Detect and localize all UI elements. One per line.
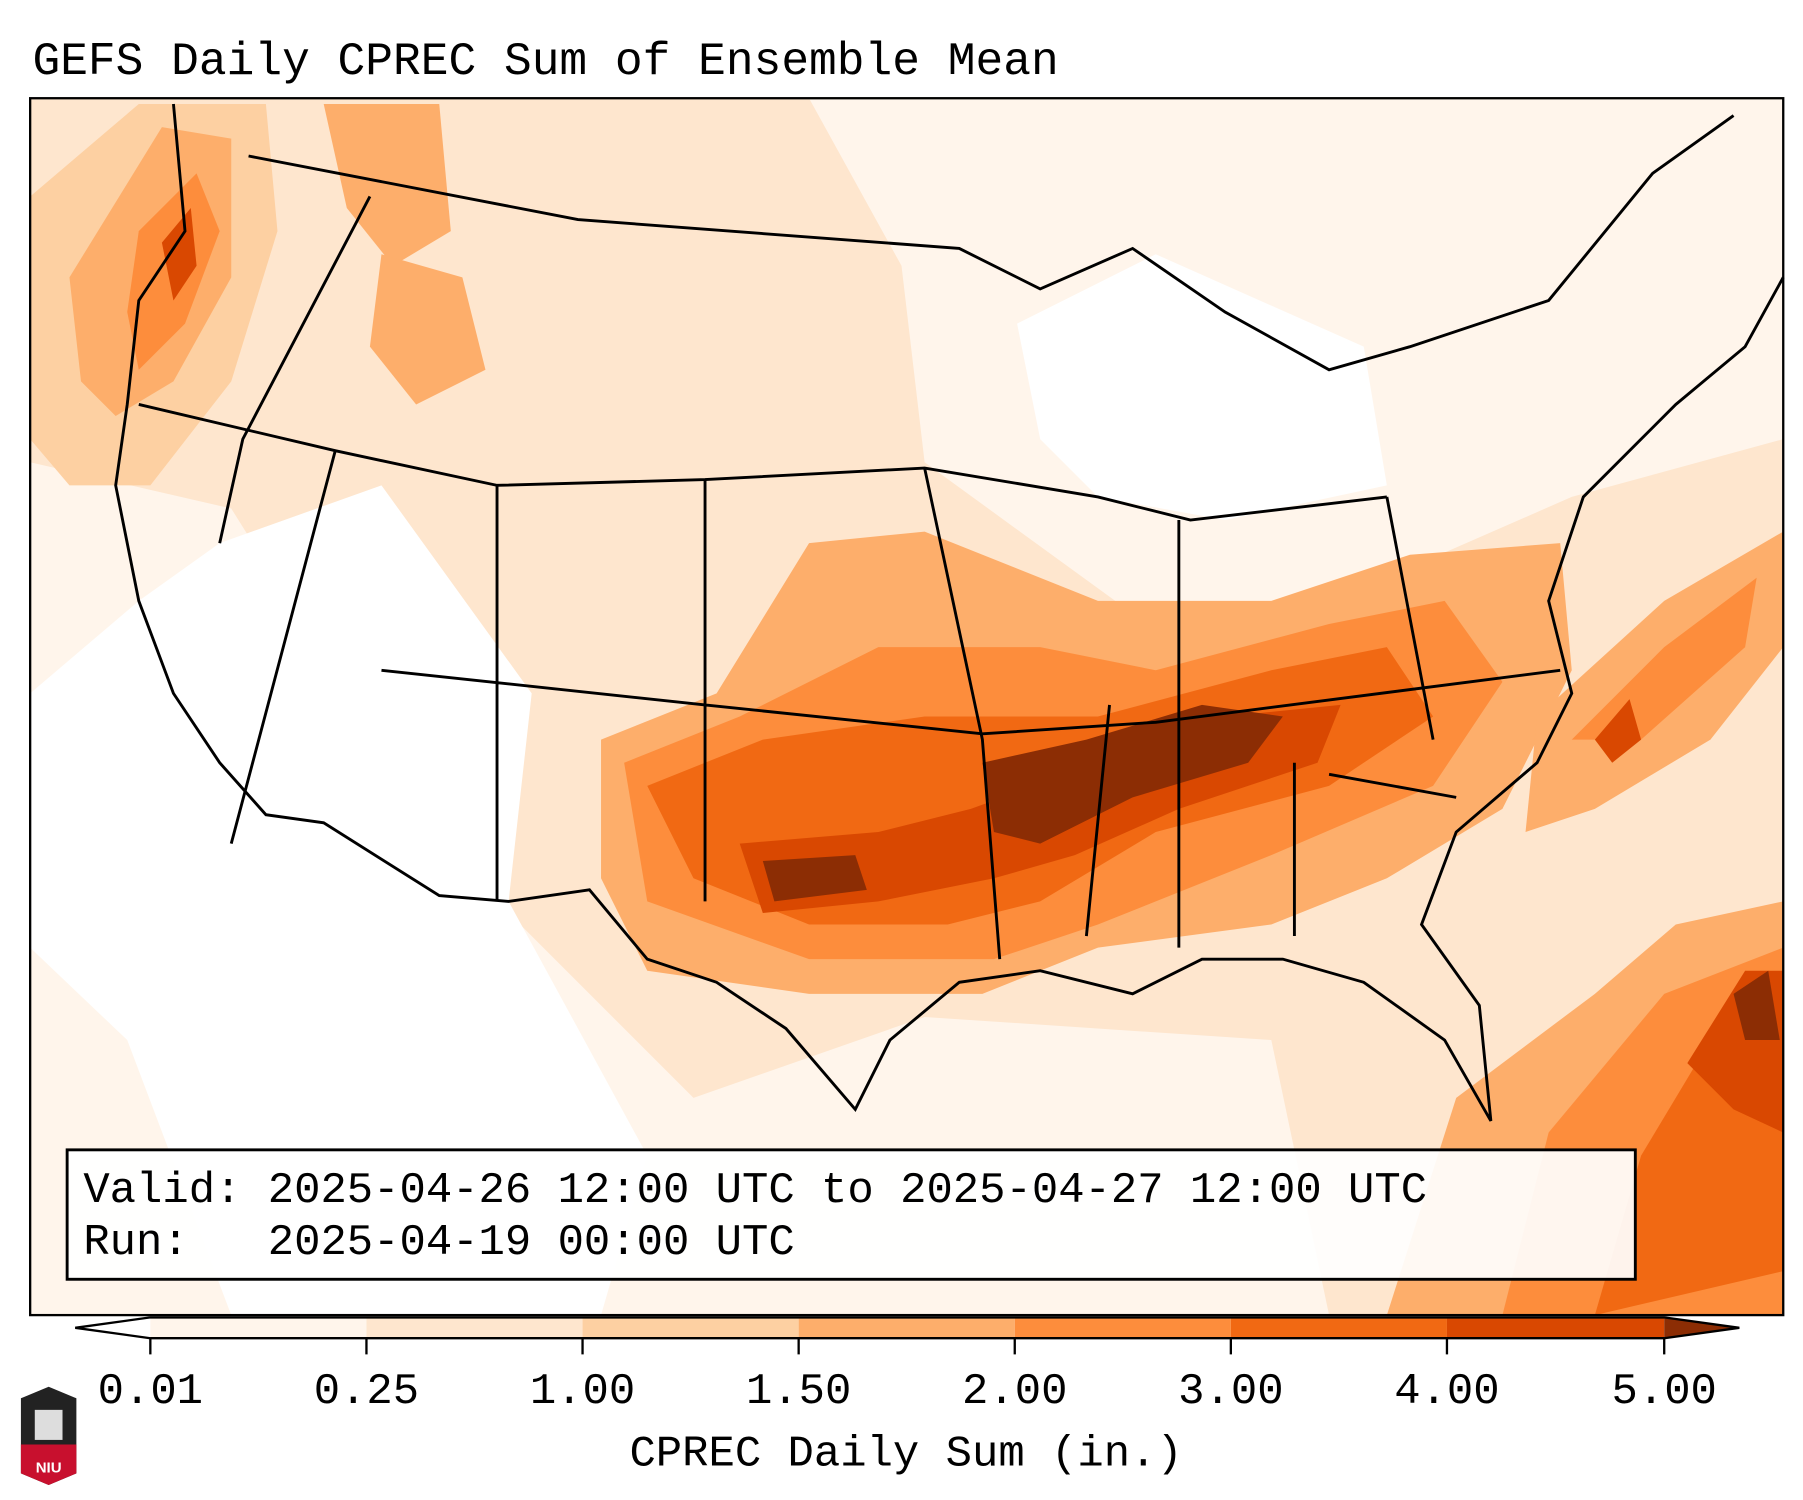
colorbar-bin bbox=[150, 1317, 367, 1339]
run-time: Run: 2025-04-19 00:00 UTC bbox=[83, 1218, 794, 1268]
map-frame bbox=[29, 97, 1785, 1317]
svg-text:NIU: NIU bbox=[36, 1459, 62, 1476]
colorbar-bin bbox=[1230, 1317, 1447, 1339]
coastlines-and-borders bbox=[114, 103, 1785, 1122]
valid-time: Valid: 2025-04-26 12:00 UTC to 2025-04-2… bbox=[83, 1166, 1427, 1216]
colorbar: 0.01 0.25 1.00 1.50 2.00 3.00 4.00 5.00 … bbox=[75, 1316, 1740, 1479]
colorbar-bin bbox=[582, 1317, 799, 1339]
tick-label: 0.01 bbox=[98, 1367, 203, 1417]
colorbar-bin bbox=[1446, 1317, 1665, 1339]
tick-label: 3.00 bbox=[1178, 1367, 1283, 1417]
precip-field bbox=[30, 98, 1784, 1316]
colorbar-over bbox=[1664, 1317, 1740, 1339]
tick-label: 5.00 bbox=[1612, 1367, 1717, 1417]
tick-label: 2.00 bbox=[962, 1367, 1067, 1417]
tick-label: 4.00 bbox=[1394, 1367, 1499, 1417]
colorbar-label: CPREC Daily Sum (in.) bbox=[629, 1429, 1182, 1479]
info-box: Valid: 2025-04-26 12:00 UTC to 2025-04-2… bbox=[65, 1148, 1637, 1281]
colorbar-bin bbox=[1014, 1317, 1231, 1339]
colorbar-bin bbox=[366, 1317, 583, 1339]
tick-label: 1.50 bbox=[746, 1367, 851, 1417]
colorbar-bin bbox=[798, 1317, 1015, 1339]
colorbar-under bbox=[75, 1317, 151, 1339]
tick-label: 0.25 bbox=[314, 1367, 419, 1417]
tick-label: 1.00 bbox=[530, 1367, 635, 1417]
figure-title: GEFS Daily CPREC Sum of Ensemble Mean bbox=[32, 36, 1058, 88]
niu-logo: NIU bbox=[20, 1386, 77, 1485]
